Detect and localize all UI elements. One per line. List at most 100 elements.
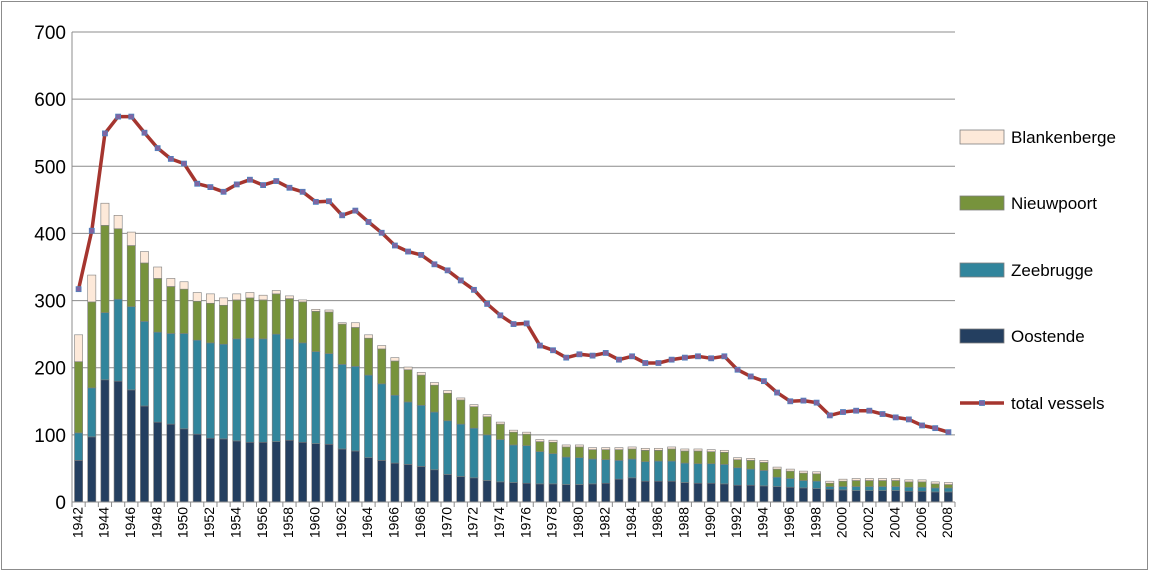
bar-nieuwpoort-1957	[271, 293, 281, 335]
bar-blankenberge-1961	[324, 309, 334, 313]
bar-blankenberge-1957	[271, 290, 281, 295]
bar-oostende-1960	[311, 443, 321, 503]
total-vessels-point-1973	[484, 301, 491, 307]
bar-blankenberge-1963	[350, 322, 360, 328]
bar-nieuwpoort-1977	[535, 441, 545, 452]
bar-nieuwpoort-1961	[324, 311, 334, 354]
bar-oostende-1953	[219, 438, 228, 503]
legend: Blankenberge Nieuwpoort Zeebrugge Oostende t…	[959, 128, 1116, 413]
total-vessels-point-1946	[128, 113, 135, 120]
bar-oostende-2001	[851, 490, 861, 503]
x-tick-label-1990: 1990	[702, 507, 718, 538]
total-vessels-point-1982	[602, 350, 609, 356]
bar-oostende-1972	[469, 477, 479, 503]
bar-zeebrugge-1958	[285, 338, 294, 441]
total-vessels-point-1951	[194, 180, 201, 187]
bar-blankenberge-2007	[930, 481, 940, 485]
bar-nieuwpoort-2002	[864, 480, 874, 487]
bar-zeebrugge-1954	[232, 338, 242, 442]
bar-nieuwpoort-1987	[667, 448, 677, 462]
total-vessels-point-2007	[932, 425, 939, 432]
x-tick-label-1996: 1996	[781, 507, 797, 538]
total-vessels-point-1988	[681, 354, 688, 361]
legend-swatch-zeebrugge	[959, 262, 1005, 278]
bar-oostende-1975	[509, 482, 518, 503]
bar-oostende-1993	[746, 484, 756, 503]
bars	[74, 202, 953, 503]
bar-zeebrugge-2003	[878, 486, 887, 491]
x-tick-label-1952: 1952	[201, 507, 217, 538]
bar-oostende-1949	[166, 423, 176, 503]
total-vessels-point-1979	[563, 354, 570, 361]
y-tick-label-0: 0	[55, 493, 66, 514]
bar-nieuwpoort-1972	[469, 406, 479, 429]
bar-blankenberge-1962	[337, 322, 347, 325]
bar-blankenberge-1970	[443, 390, 452, 394]
bar-nieuwpoort-2008	[944, 484, 953, 489]
bar-blankenberge-1955	[245, 292, 255, 299]
total-vessels-point-1997	[800, 397, 807, 404]
y-tick-label-400: 400	[34, 224, 66, 245]
x-tick-label-1964: 1964	[359, 507, 375, 538]
bar-oostende-1966	[390, 462, 400, 503]
x-tick-label-1956: 1956	[254, 507, 270, 538]
x-tick-label-1962: 1962	[333, 507, 349, 538]
bar-oostende-2006	[917, 490, 927, 503]
total-vessels-point-1998	[813, 399, 820, 406]
x-tick-label-1986: 1986	[649, 507, 665, 538]
x-tick-label-1948: 1948	[148, 507, 164, 538]
bar-zeebrugge-1966	[390, 394, 400, 464]
bar-zeebrugge-1947	[140, 321, 149, 407]
bar-oostende-1997	[799, 487, 808, 503]
bar-blankenberge-1987	[667, 446, 677, 450]
bar-oostende-1984	[627, 477, 637, 503]
bar-zeebrugge-1942	[74, 432, 83, 461]
bar-zeebrugge-1962	[337, 364, 347, 450]
legend-label-zeebrugge: Zeebrugge	[1011, 261, 1093, 280]
bar-nieuwpoort-1954	[232, 299, 242, 340]
bar-blankenberge-2003	[878, 478, 887, 481]
bar-nieuwpoort-1976	[522, 433, 532, 446]
bar-blankenberge-1983	[614, 447, 624, 450]
bar-blankenberge-1953	[219, 297, 228, 306]
bar-oostende-1964	[364, 457, 373, 503]
total-vessels-point-1964	[365, 219, 372, 225]
bar-zeebrugge-1945	[113, 298, 123, 382]
bar-oostende-1969	[430, 469, 439, 503]
total-vessels-point-1960	[312, 198, 319, 205]
bar-oostende-1989	[693, 482, 703, 503]
bar-zeebrugge-1993	[746, 468, 756, 486]
total-vessels-point-2000	[840, 409, 846, 415]
x-tick-label-1942: 1942	[69, 507, 85, 538]
bar-blankenberge-1975	[509, 429, 518, 433]
bar-nieuwpoort-1978	[548, 441, 558, 454]
bar-blankenberge-1966	[390, 357, 400, 362]
total-vessels-point-1996	[787, 398, 794, 405]
total-vessels-line	[75, 113, 952, 436]
bar-blankenberge-1958	[285, 295, 294, 299]
total-vessels-point-2004	[892, 414, 899, 421]
total-vessels-point-1995	[774, 389, 780, 396]
x-tick-label-1972: 1972	[465, 507, 481, 538]
total-vessels-point-1974	[497, 312, 504, 319]
bar-blankenberge-1954	[232, 293, 242, 301]
bar-oostende-1957	[271, 441, 281, 503]
bar-zeebrugge-1963	[350, 366, 360, 452]
bar-blankenberge-2005	[904, 479, 914, 483]
bar-zeebrugge-1991	[719, 464, 729, 485]
bar-oostende-1959	[298, 441, 308, 503]
bar-blankenberge-1968	[416, 372, 426, 376]
x-tick-label-1968: 1968	[412, 507, 428, 538]
bar-blankenberge-1984	[627, 446, 637, 450]
total-vessels-point-1986	[655, 360, 662, 366]
bar-nieuwpoort-1965	[377, 348, 387, 385]
bar-oostende-1971	[456, 476, 466, 503]
x-tick-label-1978: 1978	[544, 507, 560, 538]
bar-zeebrugge-1992	[733, 467, 742, 486]
bar-zeebrugge-1980	[575, 457, 584, 485]
bar-nieuwpoort-1985	[640, 449, 650, 463]
total-vessels-point-1966	[391, 242, 398, 249]
bar-blankenberge-2000	[838, 478, 848, 482]
total-vessels-point-1954	[233, 181, 240, 188]
bar-zeebrugge-1971	[456, 423, 466, 477]
